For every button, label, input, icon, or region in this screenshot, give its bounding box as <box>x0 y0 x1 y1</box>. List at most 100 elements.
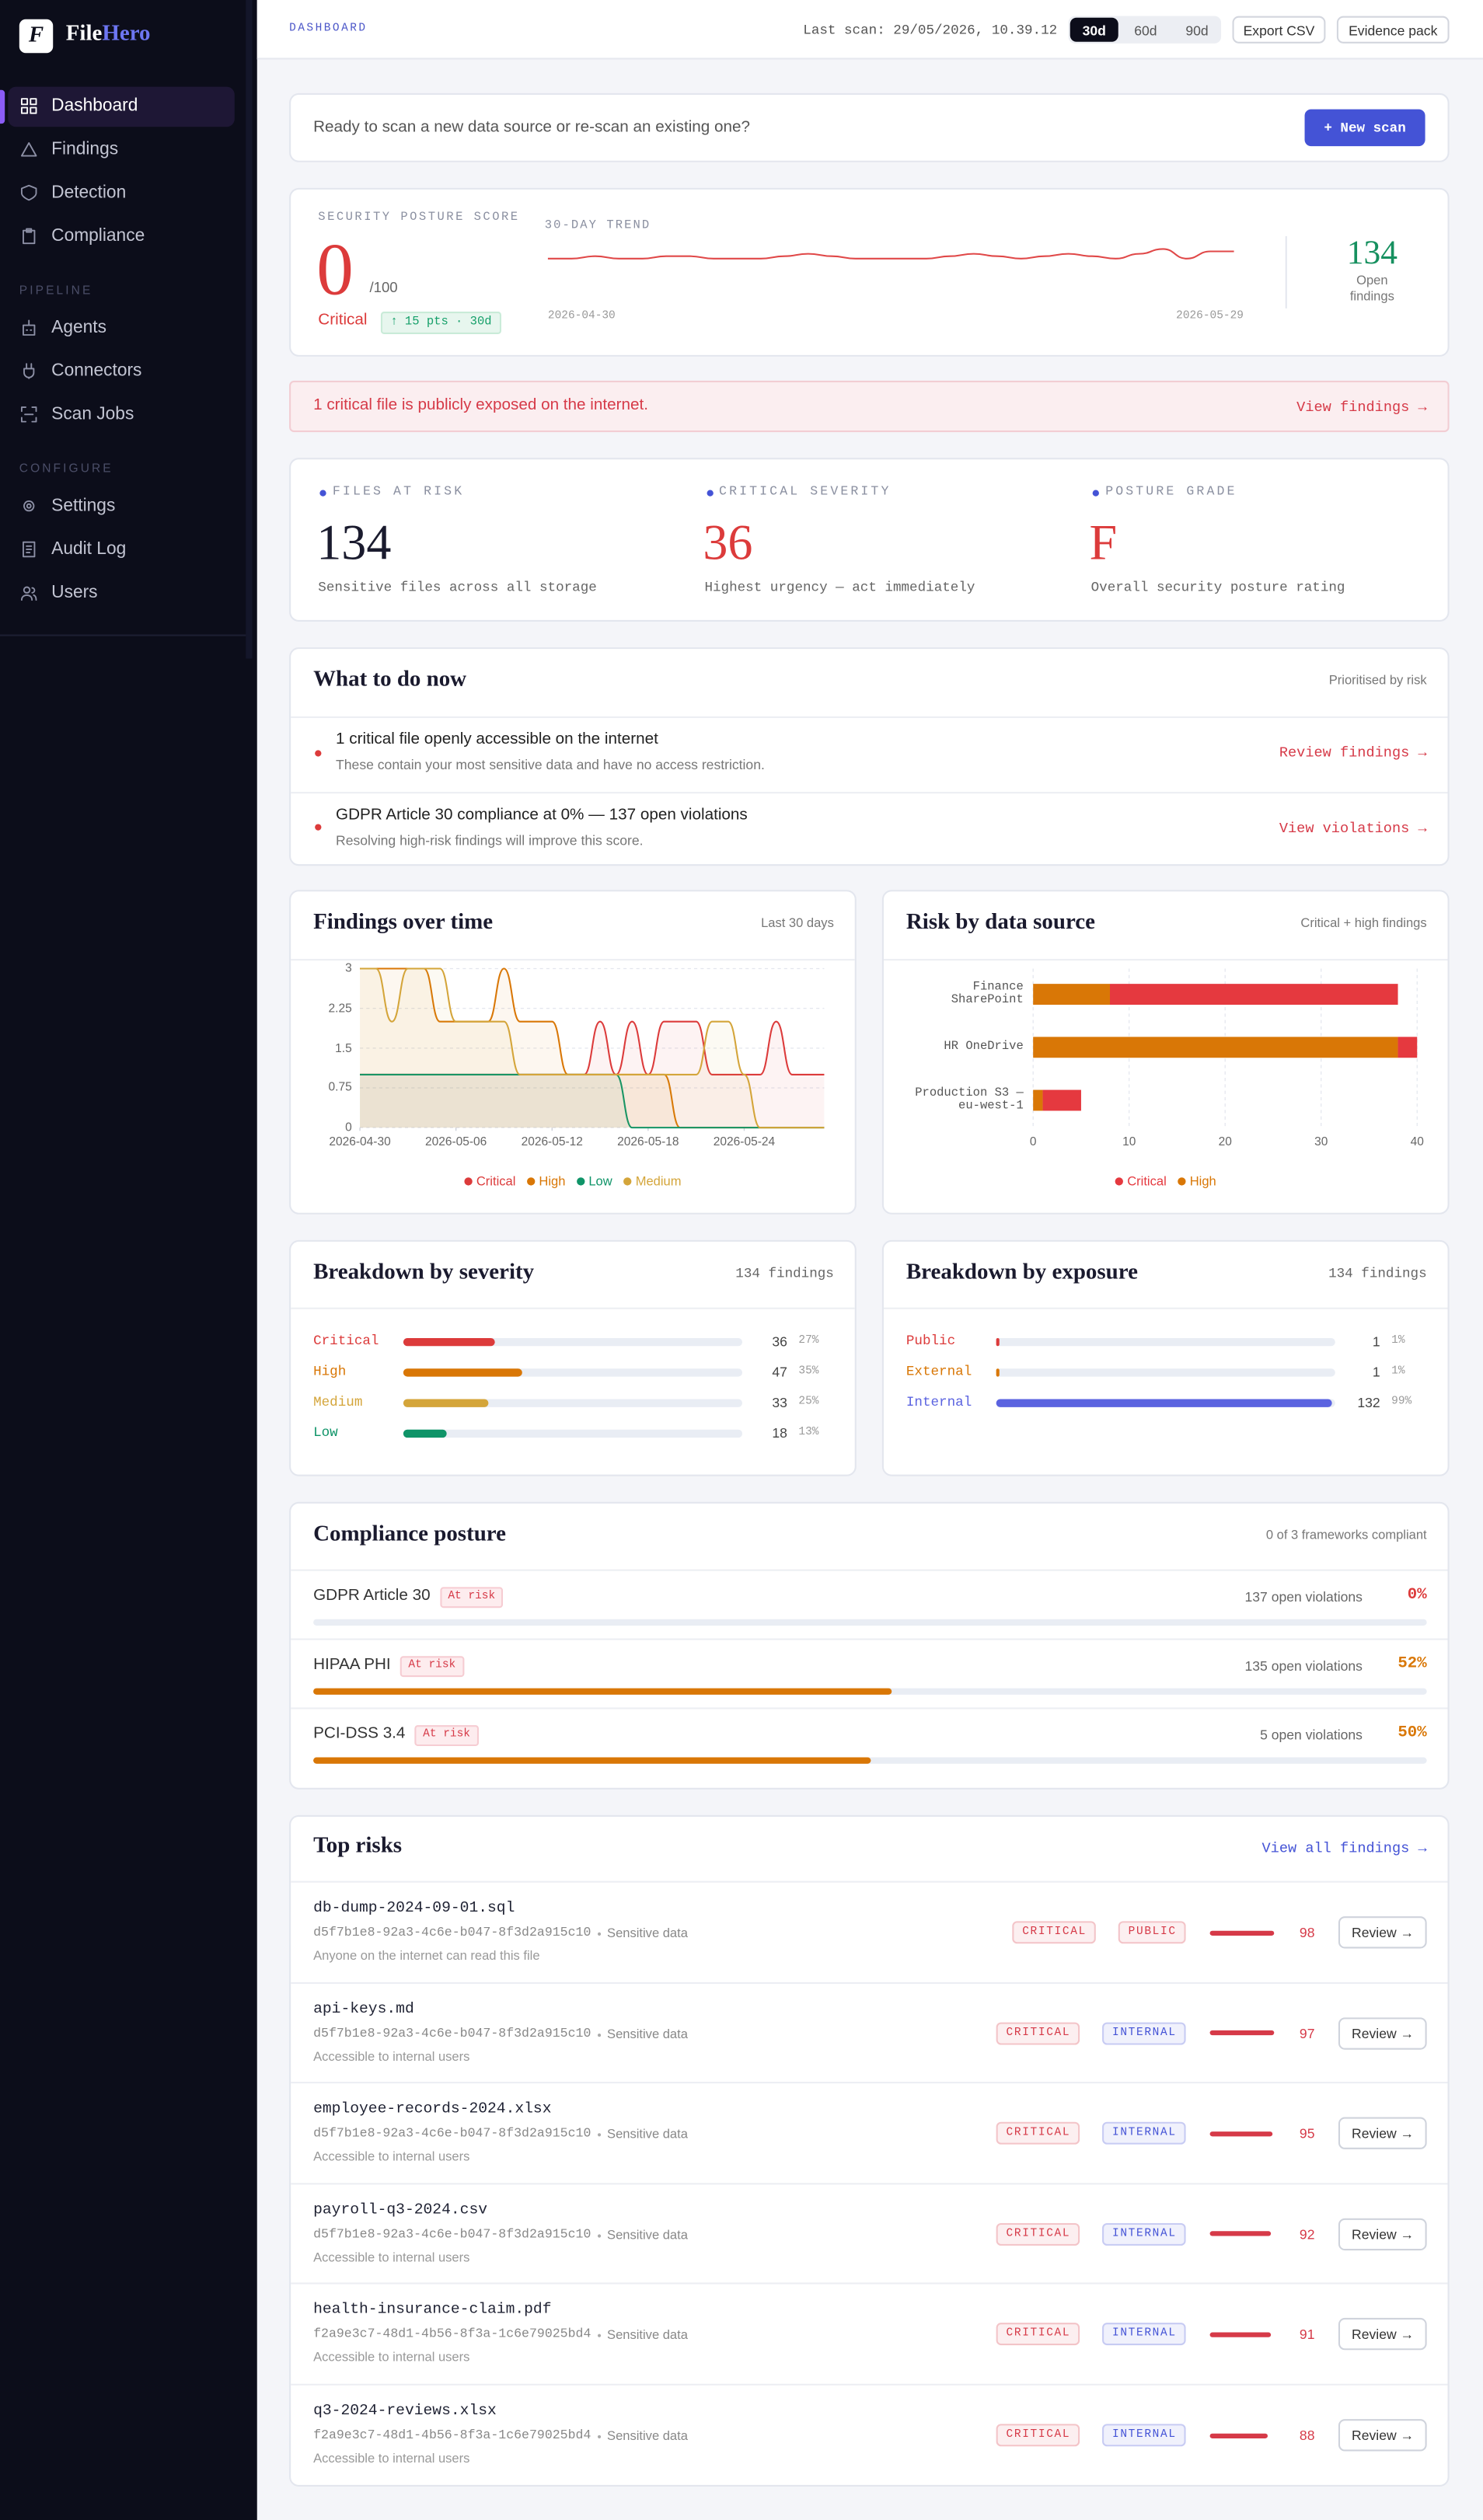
severity-badge: CRITICAL <box>996 2021 1080 2044</box>
legend-label: High <box>1189 1173 1216 1188</box>
risk-score: 92 <box>1299 2225 1315 2243</box>
bar-segment <box>1110 984 1398 1006</box>
trend-end-label: 2026-05-29 <box>1176 309 1244 323</box>
legend-label: Critical <box>1127 1173 1167 1188</box>
exposure-badge: PUBLIC <box>1118 1921 1187 1944</box>
file-tag: Sensitive data <box>607 2428 688 2444</box>
action-link[interactable]: Review findings → <box>1279 745 1427 762</box>
legend-label: Low <box>588 1173 612 1188</box>
breakdown-count: 36 <box>772 1333 787 1350</box>
severity-badge: CRITICAL <box>996 2122 1080 2145</box>
nav-icon <box>20 406 37 423</box>
file-description: Accessible to internal users <box>313 2048 470 2064</box>
divider <box>291 1880 1448 1883</box>
alert <box>289 380 1450 433</box>
action-link[interactable]: View violations → <box>1279 820 1427 836</box>
review-button[interactable]: Review → <box>1338 2419 1427 2452</box>
review-button[interactable]: Review → <box>1338 1916 1427 1949</box>
card-link[interactable]: View all findings → <box>1261 1840 1427 1857</box>
breakdown-label: Critical <box>313 1333 379 1350</box>
topbar-button[interactable] <box>1232 16 1326 44</box>
x-tick-label: 30 <box>1314 1134 1328 1149</box>
nav-icon <box>23 319 36 336</box>
trend-line <box>547 248 1234 260</box>
breakdown-count: 1 <box>1372 1333 1380 1350</box>
file-meta: d5f7b1e8-92a3-4c6e-b047-8f3d2a915c10 Sens… <box>313 2124 688 2146</box>
nav-item[interactable]: Dashboard <box>51 96 138 116</box>
file-tag: Sensitive data <box>607 2328 688 2343</box>
severity-badge: CRITICAL <box>996 2424 1080 2447</box>
x-tick-label: 2026-05-18 <box>617 1134 679 1149</box>
posture-max: /100 <box>369 279 398 296</box>
score-track <box>1210 2432 1276 2438</box>
nav-active-background <box>8 85 235 127</box>
card-title: What to do now <box>313 667 467 692</box>
brand: FileHero <box>65 22 151 47</box>
review-button[interactable]: Review → <box>1338 2318 1427 2351</box>
exposure-badge: INTERNAL <box>1102 2222 1187 2246</box>
nav-icon <box>20 98 37 114</box>
file-name: payroll-q3-2024.csv <box>313 2200 488 2219</box>
breakdown-count: 1 <box>1372 1364 1380 1380</box>
divider <box>883 959 1448 961</box>
scan-banner-text: Ready to scan a new data source or re-sc… <box>313 117 751 136</box>
new-scan-button[interactable] <box>1304 109 1425 147</box>
nav-item[interactable]: Audit Log <box>51 539 127 559</box>
framework-name: PCI-DSS 3.4 <box>313 1725 406 1743</box>
breakdown-percent: 99% <box>1391 1396 1412 1409</box>
x-tick-label: 10 <box>1122 1134 1136 1149</box>
nav-item[interactable]: Compliance <box>51 226 145 246</box>
nav-item[interactable]: Scan Jobs <box>51 404 134 424</box>
topbar-button[interactable] <box>1336 16 1450 44</box>
file-name: q3-2024-reviews.xlsx <box>313 2401 497 2420</box>
compliance-bar <box>313 1757 871 1764</box>
nav-item[interactable]: Agents <box>51 318 106 338</box>
range-option[interactable]: 30d <box>1082 21 1106 38</box>
review-button[interactable]: Review → <box>1338 2016 1427 2049</box>
nav-item[interactable]: Detection <box>51 183 127 203</box>
trend-title: 30-DAY TREND <box>544 220 651 233</box>
range-option[interactable]: 60d <box>1134 21 1157 38</box>
x-tick-label: 2026-04-30 <box>329 1134 391 1149</box>
range-option[interactable]: 90d <box>1185 21 1209 38</box>
y-tick-label: 0 <box>345 1119 352 1135</box>
actions-card <box>289 647 1450 866</box>
alert-link[interactable]: View findings → <box>1296 399 1427 416</box>
file-tag: Sensitive data <box>607 2026 688 2041</box>
stat-dot <box>1092 490 1099 497</box>
posture-status: Critical <box>318 312 368 329</box>
severity-badge: CRITICAL <box>996 2222 1080 2246</box>
review-button[interactable]: Review → <box>1338 2117 1427 2150</box>
legend-item: Medium <box>623 1170 682 1193</box>
category-label: HR OneDrive <box>944 1040 1024 1054</box>
file-id: d5f7b1e8-92a3-4c6e-b047-8f3d2a915c10 <box>313 2026 591 2041</box>
legend-label: Medium <box>635 1173 682 1188</box>
brand-first: File <box>65 22 103 47</box>
card-meta: 0 of 3 frameworks compliant <box>1265 1527 1427 1542</box>
nav-item[interactable]: Settings <box>51 496 116 516</box>
nav-item[interactable]: Users <box>51 583 98 603</box>
review-button[interactable]: Review → <box>1338 2218 1427 2250</box>
brand-second: Hero <box>102 22 151 47</box>
last-scan: Last scan: 29/05/2026, 10.39.12 <box>803 21 1058 38</box>
risk-controls: CRITICAL INTERNAL 91 Review → <box>996 2318 1427 2351</box>
separator-dot <box>597 1932 601 1936</box>
action-title: GDPR Article 30 compliance at 0% — 137 o… <box>336 805 748 824</box>
legend: Critical High Low Medium <box>289 1170 857 1193</box>
card-meta: 134 findings <box>735 1265 834 1282</box>
exposure-badge: INTERNAL <box>1102 2424 1187 2447</box>
breakdown-label: High <box>313 1364 347 1380</box>
bar-segment <box>1033 984 1111 1006</box>
action-description: Resolving high-risk findings will improv… <box>336 831 644 848</box>
range-active <box>1070 17 1118 42</box>
legend-item: High <box>1178 1170 1216 1193</box>
nav-item[interactable]: Connectors <box>51 361 142 381</box>
nav-item[interactable]: Findings <box>51 139 119 159</box>
breakdown-count: 47 <box>772 1364 787 1380</box>
file-meta: d5f7b1e8-92a3-4c6e-b047-8f3d2a915c10 Sens… <box>313 2023 688 2046</box>
breakdown-label: Low <box>313 1424 338 1441</box>
file-id: f2a9e3c7-48d1-4b56-8f3a-1c6e79025bd4 <box>313 2328 591 2343</box>
separator-dot <box>597 2033 601 2037</box>
file-description: Accessible to internal users <box>313 2451 470 2466</box>
y-tick-label: 2.25 <box>328 1000 352 1015</box>
